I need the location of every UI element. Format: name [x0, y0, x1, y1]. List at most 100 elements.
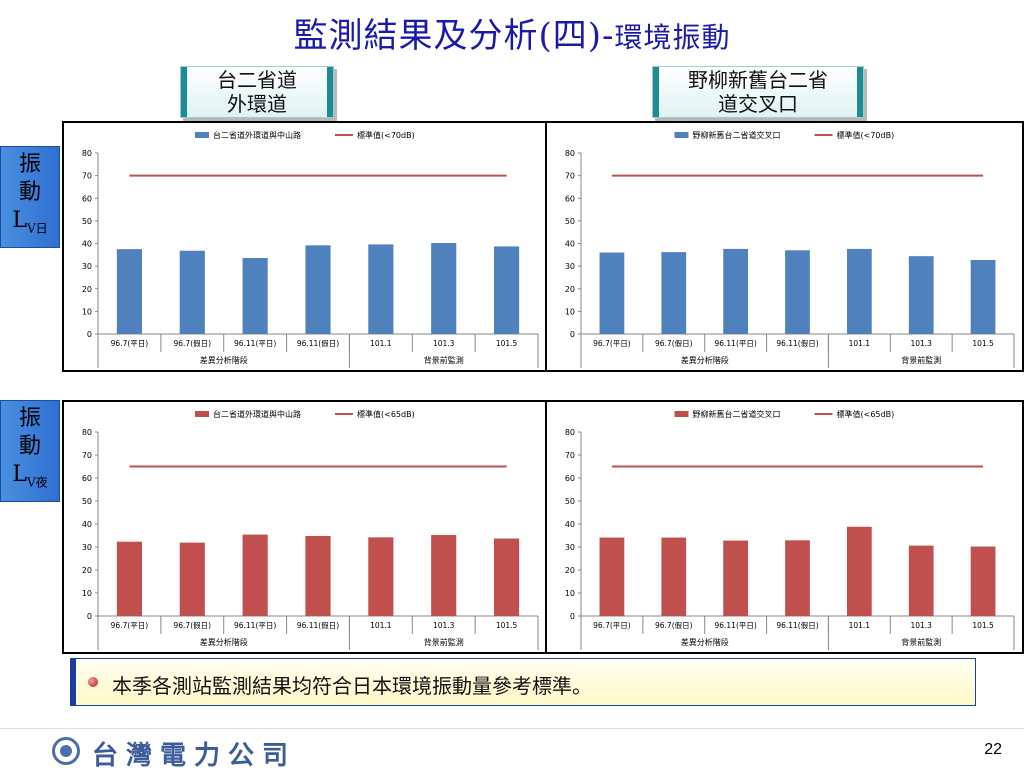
category-label: 101.1 — [849, 621, 871, 630]
site-label-left: 台二省道 外環道 — [180, 66, 334, 118]
bar — [785, 250, 810, 334]
label-accent-bar — [653, 67, 659, 117]
legend-line-label: 標準值(<65dB) — [837, 409, 895, 419]
category-label: 96.11(平日) — [234, 621, 276, 630]
y-tick-label: 70 — [82, 172, 92, 181]
y-tick-label: 40 — [565, 240, 575, 249]
title-dash: - — [602, 16, 615, 56]
y-tick-label: 80 — [82, 149, 92, 158]
category-label: 96.7(假日) — [174, 621, 212, 630]
legend-bar-label: 野柳新舊台二省道交叉口 — [693, 130, 781, 140]
y-tick-label: 50 — [565, 217, 575, 226]
y-tick-label: 0 — [87, 330, 92, 339]
y-tick-label: 40 — [565, 520, 575, 529]
company-name: 台灣電力公司 — [92, 741, 297, 771]
vibration-chart-night-site2: 野柳新舊台二省道交叉口 標準值(<65dB) 0 10 20 30 40 50 60 70 80 96… — [565, 409, 1015, 650]
bar — [242, 534, 268, 616]
bar — [179, 250, 205, 334]
y-tick-label: 70 — [565, 172, 575, 181]
group-label: 背景前監測 — [901, 355, 941, 365]
y-tick-label: 20 — [82, 285, 92, 294]
vibration-chart-day-site1: 台二省道外環道與中山路 標準值(<70dB) 0 10 20 30 40 50 60 70 80 96… — [82, 130, 539, 368]
bar — [242, 257, 268, 334]
y-tick-label: 30 — [82, 543, 92, 552]
category-label: 101.1 — [370, 339, 392, 348]
legend-bar-label: 台二省道外環道與中山路 — [213, 409, 301, 419]
category-label: 96.7(平日) — [593, 339, 631, 348]
legend-bar-swatch — [674, 411, 689, 417]
y-tick-label: 0 — [570, 330, 575, 339]
bar — [305, 535, 331, 616]
chart-panel-day-site1: 台二省道外環道與中山路 標準值(<70dB) 0 10 20 30 40 50 60 70 80 96… — [62, 121, 548, 372]
category-label: 101.5 — [972, 339, 994, 348]
row-label-main: 振 動 L — [12, 152, 41, 233]
category-label: 96.11(平日) — [234, 339, 276, 348]
y-tick-label: 10 — [565, 589, 575, 598]
legend-line-label: 標準值(<70dB) — [837, 130, 895, 140]
y-tick-label: 30 — [565, 262, 575, 271]
bar — [494, 246, 520, 334]
bar — [431, 243, 457, 334]
category-label: 96.7(平日) — [111, 339, 149, 348]
site-label-right: 野柳新舊台二省 道交叉口 — [652, 66, 864, 118]
y-tick-label: 70 — [565, 451, 575, 460]
taipower-logo-icon — [52, 737, 80, 765]
category-label: 101.3 — [910, 339, 932, 348]
y-tick-label: 30 — [565, 543, 575, 552]
bar — [368, 244, 394, 334]
y-tick-label: 60 — [565, 194, 575, 203]
bar — [723, 248, 749, 334]
category-label: 96.7(平日) — [111, 621, 149, 630]
y-tick-label: 20 — [565, 285, 575, 294]
category-label: 101.1 — [849, 339, 871, 348]
category-label: 96.11(假日) — [297, 621, 339, 630]
y-tick-label: 80 — [565, 428, 575, 437]
y-tick-label: 0 — [570, 612, 575, 621]
chart-panel-day-site2: 野柳新舊台二省道交叉口 標準值(<70dB) 0 10 20 30 40 50 60 70 80 96… — [545, 121, 1024, 372]
y-tick-label: 60 — [82, 194, 92, 203]
bar — [116, 249, 142, 334]
bar — [599, 252, 625, 334]
title-main: 監測結果及分析(四) — [293, 16, 602, 56]
label-accent-bar — [327, 67, 333, 117]
title-sub: 環境振動 — [614, 21, 731, 54]
y-tick-label: 50 — [565, 497, 575, 506]
page-title: 監測結果及分析(四)-環境振動 — [0, 8, 1024, 57]
page-number: 22 — [984, 741, 1002, 758]
category-label: 96.7(假日) — [174, 339, 212, 348]
y-tick-label: 10 — [82, 589, 92, 598]
vibration-chart-night-site1: 台二省道外環道與中山路 標準值(<65dB) 0 10 20 30 40 50 60 70 80 96… — [82, 409, 539, 650]
y-tick-label: 80 — [82, 428, 92, 437]
label-accent-bar — [181, 67, 187, 117]
group-label: 差異分析階段 — [681, 637, 729, 647]
category-label: 101.5 — [496, 621, 518, 630]
bar — [661, 252, 687, 334]
bar — [599, 537, 625, 616]
site-label-text: 台二省道 外環道 — [217, 68, 297, 116]
bar — [846, 248, 872, 334]
row-label-night: 振 動 LV夜 — [0, 400, 60, 502]
chart-panel-night-site1: 台二省道外環道與中山路 標準值(<65dB) 0 10 20 30 40 50 60 70 80 96… — [62, 400, 548, 654]
conclusion-text: 本季各測站監測結果均符合日本環境振動量參考標準。 — [112, 674, 592, 698]
y-tick-label: 10 — [565, 307, 575, 316]
category-label: 96.11(假日) — [297, 339, 339, 348]
y-tick-label: 10 — [82, 307, 92, 316]
bar — [179, 542, 205, 616]
category-label: 96.11(平日) — [714, 339, 756, 348]
bar — [970, 260, 996, 334]
bar — [785, 540, 810, 616]
category-label: 101.3 — [910, 621, 932, 630]
y-tick-label: 70 — [82, 451, 92, 460]
group-label: 背景前監測 — [901, 637, 941, 647]
category-label: 96.7(假日) — [655, 339, 693, 348]
category-label: 96.7(假日) — [655, 621, 693, 630]
legend-line-label: 標準值(<70dB) — [357, 130, 415, 140]
group-label: 差異分析階段 — [200, 355, 248, 365]
category-label: 101.5 — [496, 339, 518, 348]
category-label: 96.7(平日) — [593, 621, 631, 630]
category-label: 101.3 — [433, 621, 455, 630]
y-tick-label: 40 — [82, 240, 92, 249]
y-tick-label: 50 — [82, 497, 92, 506]
category-label: 101.5 — [972, 621, 994, 630]
legend-bar-label: 野柳新舊台二省道交叉口 — [693, 409, 781, 419]
